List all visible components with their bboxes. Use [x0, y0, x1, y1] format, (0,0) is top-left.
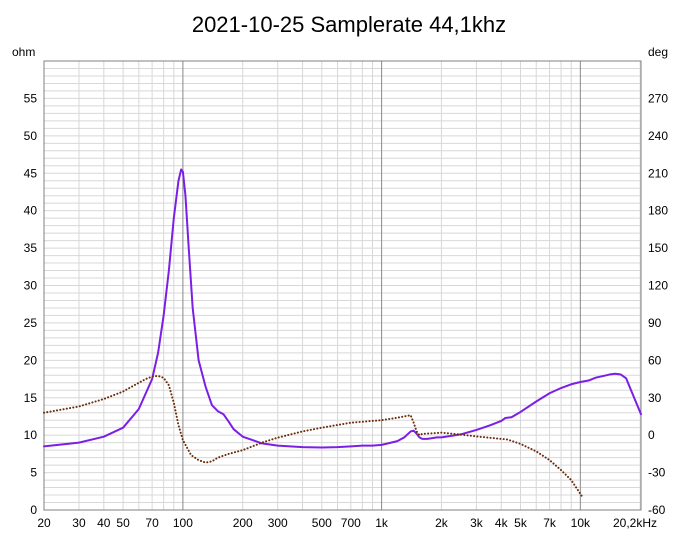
- left-tick-label: 25: [24, 316, 38, 330]
- x-tick-label: 20: [37, 516, 51, 530]
- x-tick-label: 100: [173, 516, 193, 530]
- left-tick-label: 5: [30, 466, 37, 480]
- right-y-ticks: -60 -30 0 30 60 90 120 150 180 210 240 270: [648, 91, 668, 517]
- right-tick-label: 210: [648, 166, 668, 180]
- right-tick-label: 30: [648, 391, 662, 405]
- x-tick-label: 4k: [495, 516, 509, 530]
- impedance-line: [43, 168, 642, 449]
- left-tick-label: 40: [24, 204, 38, 218]
- x-tick-label: 20,2kHz: [613, 516, 657, 530]
- x-tick-label: 40: [97, 516, 111, 530]
- x-tick-label: 7k: [543, 516, 557, 530]
- left-tick-label: 15: [24, 391, 38, 405]
- right-tick-label: -30: [648, 466, 666, 480]
- x-tick-label: 10k: [571, 516, 591, 530]
- phase-line: [43, 374, 584, 499]
- x-tick-label: 300: [268, 516, 288, 530]
- x-tick-label: 50: [116, 516, 130, 530]
- x-tick-label: 700: [341, 516, 361, 530]
- x-tick-label: 1k: [375, 516, 389, 530]
- left-y-ticks: 0 5 10 15 20 25 30 35 40 45 50 55: [24, 91, 38, 517]
- plot-frame: [43, 60, 642, 511]
- right-tick-label: 240: [648, 129, 668, 143]
- right-tick-label: 270: [648, 91, 668, 105]
- left-tick-label: 45: [24, 166, 38, 180]
- x-tick-label: 500: [312, 516, 332, 530]
- right-tick-label: -60: [648, 503, 666, 517]
- x-tick-label: 70: [145, 516, 159, 530]
- right-tick-label: 150: [648, 241, 668, 255]
- left-tick-label: 55: [24, 91, 38, 105]
- x-axis-ticks: 20 30 40 50 70 100 200 300 500 700 1k 2k 3k 4k 5k 7k 10k…: [37, 516, 657, 530]
- x-tick-label: 3k: [470, 516, 484, 530]
- left-tick-label: 30: [24, 279, 38, 293]
- right-tick-label: 180: [648, 204, 668, 218]
- left-tick-label: 35: [24, 241, 38, 255]
- right-tick-label: 90: [648, 316, 662, 330]
- right-tick-label: 0: [648, 428, 655, 442]
- x-tick-label: 200: [233, 516, 253, 530]
- left-tick-label: 0: [30, 503, 37, 517]
- right-axis-unit: deg: [648, 45, 668, 59]
- left-tick-label: 10: [24, 428, 38, 442]
- chart-title: 2021-10-25 Samplerate 44,1khz: [192, 12, 506, 37]
- right-tick-label: 60: [648, 353, 662, 367]
- grid: [44, 61, 641, 510]
- x-tick-label: 2k: [435, 516, 449, 530]
- left-axis-unit: ohm: [12, 45, 35, 59]
- left-tick-label: 50: [24, 129, 38, 143]
- x-tick-label: 5k: [514, 516, 528, 530]
- x-tick-label: 30: [72, 516, 86, 530]
- series-group: [43, 168, 642, 499]
- left-tick-label: 20: [24, 353, 38, 367]
- right-tick-label: 120: [648, 279, 668, 293]
